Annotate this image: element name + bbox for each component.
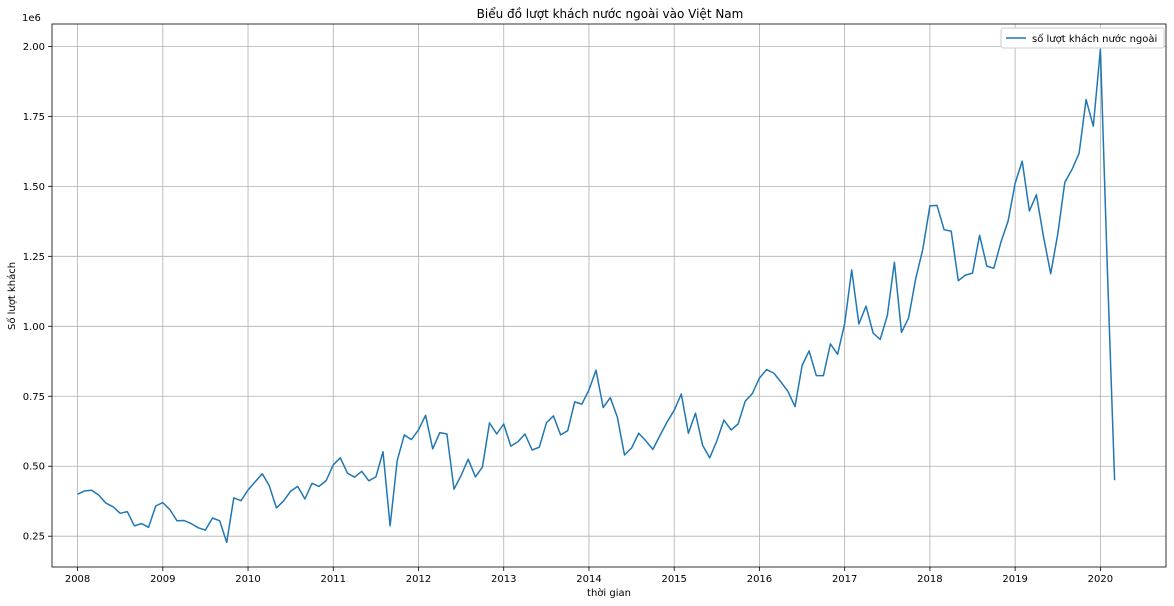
legend-label: số lượt khách nước ngoài	[1032, 33, 1157, 45]
x-tick-label: 2012	[406, 574, 431, 585]
x-tick-label: 2010	[235, 574, 260, 585]
x-tick-label: 2019	[1002, 574, 1027, 585]
x-tick-label: 2014	[576, 574, 601, 585]
y-tick-label: 1.50	[23, 182, 45, 193]
legend: số lượt khách nước ngoài	[1000, 27, 1165, 49]
x-tick-label: 2020	[1088, 574, 1113, 585]
plot-frame	[51, 23, 1167, 568]
y-tick-label: 0.50	[23, 462, 45, 473]
y-tick-label: 1.75	[23, 112, 45, 123]
x-tick-label: 2008	[65, 574, 90, 585]
ticks-layer: 2008 2009 2010 2011 2012 2013 2014 2015 2016 2017…	[23, 42, 1113, 585]
chart-title: Biểu đồ lượt khách nước ngoài vào Việt N…	[477, 7, 744, 21]
legend-box	[1000, 27, 1165, 49]
x-tick-label: 2011	[321, 574, 346, 585]
x-axis-label: thời gian	[587, 587, 631, 599]
y-axis-label: Số lượt khách	[6, 262, 18, 330]
y-tick-label: 1.00	[23, 322, 45, 333]
grid	[52, 24, 1166, 567]
y-tick-label: 2.00	[23, 42, 45, 53]
y-tick-label: 0.25	[23, 532, 45, 543]
series-layer	[77, 48, 1116, 544]
y-tick-label: 1.25	[23, 252, 45, 263]
x-tick-label: 2018	[917, 574, 942, 585]
x-tick-label: 2013	[491, 574, 516, 585]
x-tick-label: 2016	[747, 574, 772, 585]
series-line	[77, 48, 1116, 544]
y-offset-label: 1e6	[22, 13, 41, 24]
x-tick-label: 2017	[832, 574, 857, 585]
x-tick-label: 2015	[661, 574, 686, 585]
x-tick-label: 2009	[150, 574, 175, 585]
y-tick-label: 0.75	[23, 392, 45, 403]
